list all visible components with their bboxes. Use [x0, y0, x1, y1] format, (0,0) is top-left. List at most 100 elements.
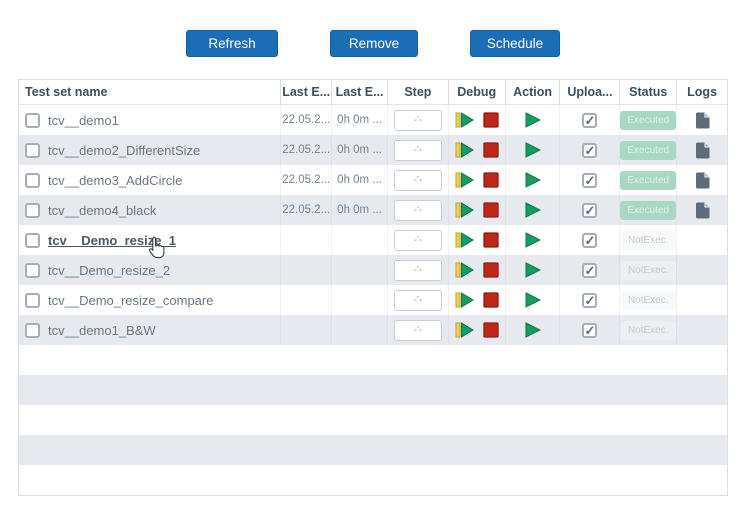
run-icon[interactable] [524, 232, 542, 248]
run-icon[interactable] [524, 172, 542, 188]
stop-icon[interactable] [483, 262, 499, 278]
upload-checkbox[interactable]: ✓ [582, 202, 598, 218]
step-input[interactable] [393, 319, 442, 341]
last-exec-duration: 0h 0m ... [337, 114, 382, 126]
last-exec-duration: 0h 0m ... [337, 144, 382, 156]
stop-icon[interactable] [483, 322, 499, 338]
empty-row [19, 375, 727, 405]
step-input[interactable] [393, 289, 442, 311]
step-input[interactable] [393, 139, 442, 161]
debug-play-icon[interactable] [455, 142, 474, 158]
upload-checkbox[interactable]: ✓ [582, 172, 598, 188]
empty-row [19, 345, 727, 375]
last-exec-duration: 0h 0m ... [337, 204, 382, 216]
stop-icon[interactable] [483, 232, 499, 248]
debug-play-icon[interactable] [455, 292, 474, 308]
last-exec-date: 22.05.2... [282, 144, 331, 156]
schedule-button[interactable]: Schedule [470, 30, 560, 57]
upload-checkbox[interactable]: ✓ [582, 292, 598, 308]
row-select-checkbox[interactable] [25, 262, 40, 278]
header-logs[interactable]: Logs [687, 85, 718, 99]
status-badge: NotExec. [620, 230, 676, 250]
status-badge: Executed [620, 170, 677, 190]
upload-checkbox[interactable]: ✓ [582, 262, 598, 278]
test-set-name-link[interactable]: tcv__Demo_resize_1 [48, 232, 176, 248]
row-select-checkbox[interactable] [25, 322, 40, 338]
header-debug[interactable]: Debug [449, 80, 506, 104]
last-exec-date: 22.05.2... [282, 204, 331, 216]
upload-checkbox[interactable]: ✓ [582, 322, 598, 338]
table-row: tcv__demo1 22.05.2... 0h 0m ... [19, 105, 727, 135]
row-select-checkbox[interactable] [25, 202, 40, 218]
run-icon[interactable] [524, 202, 542, 218]
table-row: tcv__demo4_black 22.05.2... 0h 0m ... [19, 195, 727, 225]
status-badge: Executed [620, 140, 677, 160]
upload-checkbox[interactable]: ✓ [582, 142, 598, 158]
empty-row [19, 465, 727, 495]
empty-row [19, 405, 727, 435]
debug-play-icon[interactable] [455, 232, 474, 248]
test-set-name-link[interactable]: tcv__demo1_B&W [48, 322, 156, 338]
header-test-set-name[interactable]: Test set name [19, 80, 282, 104]
upload-checkbox[interactable]: ✓ [582, 232, 598, 248]
last-exec-date: 22.05.2... [282, 114, 331, 126]
remove-button[interactable]: Remove [330, 30, 418, 57]
log-file-icon[interactable] [695, 112, 710, 129]
stop-icon[interactable] [483, 142, 499, 158]
debug-play-icon[interactable] [455, 322, 474, 338]
step-input[interactable] [393, 199, 442, 221]
test-set-name-link[interactable]: tcv__demo2_DifferentSize [48, 142, 201, 158]
test-set-name-link[interactable]: tcv__Demo_resize_compare [48, 292, 214, 308]
status-badge: Executed [620, 200, 677, 220]
debug-play-icon[interactable] [455, 262, 474, 278]
row-select-checkbox[interactable] [25, 112, 40, 128]
step-input[interactable] [393, 169, 442, 191]
header-step[interactable]: Step [388, 80, 449, 104]
header-status[interactable]: Status [620, 80, 678, 104]
table-row: tcv__demo1_B&W [19, 315, 727, 345]
stop-icon[interactable] [483, 172, 499, 188]
stop-icon[interactable] [483, 112, 499, 128]
table-row: tcv__Demo_resize_2 [19, 255, 727, 285]
table-row: tcv__demo2_DifferentSize 22.05.2... 0h 0… [19, 135, 727, 165]
run-icon[interactable] [524, 322, 542, 338]
test-set-name-link[interactable]: tcv__demo4_black [48, 202, 157, 218]
header-last-exec-date[interactable]: Last E... [281, 80, 333, 104]
run-icon[interactable] [524, 142, 542, 158]
debug-play-icon[interactable] [455, 172, 474, 188]
row-select-checkbox[interactable] [25, 172, 40, 188]
run-icon[interactable] [524, 292, 542, 308]
last-exec-duration: 0h 0m ... [337, 174, 382, 186]
run-icon[interactable] [524, 112, 542, 128]
step-input[interactable] [393, 259, 442, 281]
stop-icon[interactable] [483, 202, 499, 218]
header-action[interactable]: Action [506, 80, 561, 104]
run-icon[interactable] [524, 262, 542, 278]
last-exec-date: 22.05.2... [282, 174, 331, 186]
row-select-checkbox[interactable] [25, 142, 40, 158]
step-input[interactable] [393, 109, 442, 131]
refresh-button[interactable]: Refresh [186, 30, 278, 57]
header-upload[interactable]: Uploa... [560, 80, 621, 104]
row-select-checkbox[interactable] [25, 292, 40, 308]
header-last-exec-duration[interactable]: Last E... [332, 80, 388, 104]
status-badge: NotExec. [620, 320, 676, 340]
step-input[interactable] [393, 229, 442, 251]
table-row: tcv__demo3_AddCircle 22.05.2... 0h 0m ..… [19, 165, 727, 195]
test-set-name-link[interactable]: tcv__Demo_resize_2 [48, 262, 171, 278]
row-select-checkbox[interactable] [25, 232, 40, 248]
log-file-icon[interactable] [695, 142, 710, 159]
log-file-icon[interactable] [695, 172, 710, 189]
test-set-name-link[interactable]: tcv__demo3_AddCircle [48, 172, 183, 188]
test-set-name-link[interactable]: tcv__demo1 [48, 112, 119, 128]
status-badge: NotExec. [620, 290, 676, 310]
table-header-row: Test set name Last E... Last E... Step D… [19, 80, 727, 105]
table-body: tcv__demo1 22.05.2... 0h 0m ... [19, 105, 727, 495]
debug-play-icon[interactable] [455, 202, 474, 218]
stop-icon[interactable] [483, 292, 499, 308]
log-file-icon[interactable] [695, 202, 710, 219]
upload-checkbox[interactable]: ✓ [582, 112, 598, 128]
empty-row [19, 435, 727, 465]
debug-play-icon[interactable] [455, 112, 474, 128]
